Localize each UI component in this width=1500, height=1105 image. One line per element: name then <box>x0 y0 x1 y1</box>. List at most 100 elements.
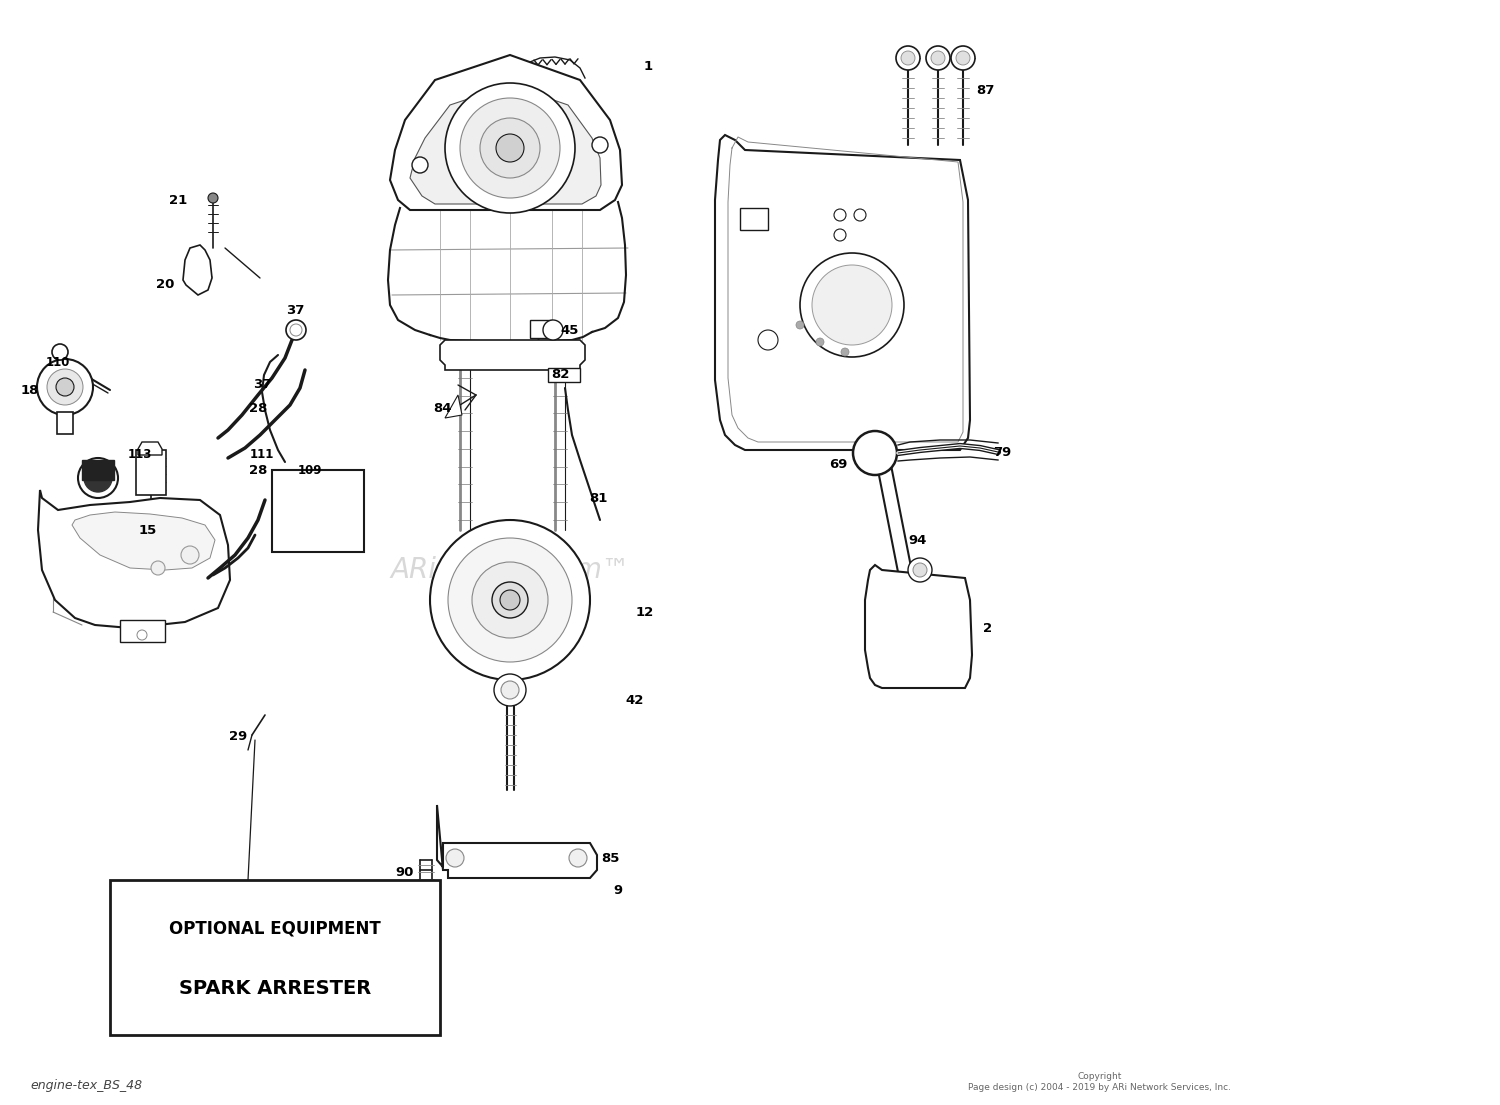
Circle shape <box>926 46 950 70</box>
Polygon shape <box>716 135 970 450</box>
Bar <box>530 320 552 338</box>
Circle shape <box>84 464 112 492</box>
Circle shape <box>472 562 548 638</box>
Circle shape <box>853 209 865 221</box>
Text: 15: 15 <box>140 524 158 537</box>
Text: 21: 21 <box>170 193 188 207</box>
Text: 81: 81 <box>590 492 608 505</box>
Circle shape <box>902 51 915 65</box>
Text: 113: 113 <box>128 449 152 462</box>
Text: Copyright
Page design (c) 2004 - 2019 by ARi Network Services, Inc.: Copyright Page design (c) 2004 - 2019 by… <box>969 1072 1232 1092</box>
Text: 45: 45 <box>561 324 579 337</box>
Circle shape <box>796 320 804 329</box>
Circle shape <box>209 193 218 203</box>
Circle shape <box>496 134 523 162</box>
Circle shape <box>568 849 586 867</box>
Circle shape <box>834 229 846 241</box>
Text: 37: 37 <box>286 304 304 316</box>
Circle shape <box>543 320 562 340</box>
Circle shape <box>908 558 932 582</box>
Circle shape <box>56 378 74 396</box>
Bar <box>110 880 439 1035</box>
Text: 79: 79 <box>993 445 1011 459</box>
Text: 84: 84 <box>432 401 451 414</box>
Bar <box>57 412 74 434</box>
Polygon shape <box>440 340 585 370</box>
Bar <box>740 208 768 230</box>
Text: 37: 37 <box>254 379 272 391</box>
Circle shape <box>78 457 118 498</box>
Circle shape <box>800 253 904 357</box>
Circle shape <box>136 630 147 640</box>
Text: ARi PartStream™: ARi PartStream™ <box>390 556 630 585</box>
Circle shape <box>286 320 306 340</box>
Text: engine-tex_BS_48: engine-tex_BS_48 <box>30 1078 142 1092</box>
Polygon shape <box>865 565 972 688</box>
Text: 2: 2 <box>984 621 993 634</box>
Circle shape <box>853 431 897 475</box>
Polygon shape <box>72 512 214 570</box>
Text: 12: 12 <box>636 606 654 619</box>
Polygon shape <box>436 806 597 878</box>
Text: 109: 109 <box>297 463 322 476</box>
Circle shape <box>842 348 849 356</box>
Circle shape <box>290 324 302 336</box>
Circle shape <box>448 538 572 662</box>
Text: 111: 111 <box>251 448 274 461</box>
Text: 90: 90 <box>396 865 414 878</box>
Circle shape <box>956 51 970 65</box>
Polygon shape <box>38 490 230 628</box>
Bar <box>82 460 114 480</box>
Circle shape <box>53 344 68 360</box>
Circle shape <box>460 98 560 198</box>
Bar <box>120 620 165 642</box>
Circle shape <box>834 209 846 221</box>
Polygon shape <box>390 55 622 210</box>
Text: 82: 82 <box>550 368 568 381</box>
Bar <box>272 470 364 552</box>
Polygon shape <box>183 245 211 295</box>
Text: 28: 28 <box>249 463 267 476</box>
Text: 85: 85 <box>602 852 619 864</box>
Circle shape <box>413 157 428 173</box>
Text: OPTIONAL EQUIPMENT: OPTIONAL EQUIPMENT <box>170 919 381 937</box>
Polygon shape <box>138 442 162 455</box>
Polygon shape <box>446 394 462 418</box>
Circle shape <box>812 265 892 345</box>
Text: 69: 69 <box>830 459 848 472</box>
Circle shape <box>38 359 93 415</box>
Circle shape <box>430 520 590 680</box>
Circle shape <box>446 83 574 213</box>
Bar <box>136 450 166 495</box>
Polygon shape <box>410 85 602 204</box>
Text: 110: 110 <box>46 356 70 368</box>
Text: 29: 29 <box>230 729 248 743</box>
Circle shape <box>501 681 519 699</box>
Text: 1: 1 <box>644 61 652 74</box>
Text: 94: 94 <box>909 534 927 547</box>
Circle shape <box>758 330 778 350</box>
Text: 42: 42 <box>626 694 644 706</box>
Circle shape <box>152 561 165 575</box>
Circle shape <box>816 338 824 346</box>
Circle shape <box>592 137 608 152</box>
Text: SPARK ARRESTER: SPARK ARRESTER <box>178 979 370 998</box>
Text: 18: 18 <box>21 383 39 397</box>
Text: 9: 9 <box>614 884 622 896</box>
Circle shape <box>951 46 975 70</box>
Circle shape <box>896 46 920 70</box>
Circle shape <box>500 590 520 610</box>
Circle shape <box>914 564 927 577</box>
Circle shape <box>419 892 434 908</box>
Circle shape <box>46 369 82 406</box>
Text: 20: 20 <box>156 278 174 292</box>
Text: 87: 87 <box>976 84 994 96</box>
Circle shape <box>932 51 945 65</box>
Circle shape <box>492 582 528 618</box>
Circle shape <box>480 118 540 178</box>
Circle shape <box>494 674 526 706</box>
Text: 28: 28 <box>249 401 267 414</box>
Circle shape <box>182 546 200 564</box>
Bar <box>548 368 580 382</box>
Circle shape <box>446 849 464 867</box>
